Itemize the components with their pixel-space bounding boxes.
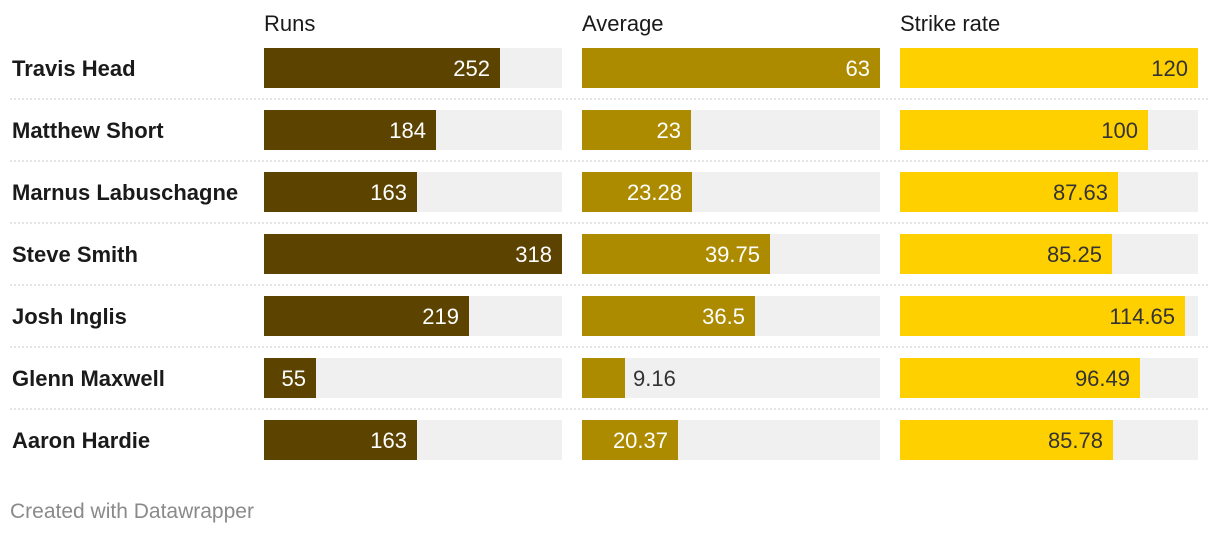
column-header-2: Strike rate	[900, 11, 1000, 36]
bar	[264, 48, 500, 88]
column-header-1: Average	[582, 11, 664, 36]
bar	[900, 48, 1198, 88]
data-label: 114.65	[1109, 304, 1175, 329]
bar	[900, 296, 1185, 336]
bar	[900, 110, 1148, 150]
bar	[264, 172, 417, 212]
data-label: 318	[515, 242, 552, 267]
data-label: 55	[282, 366, 306, 391]
data-label: 184	[389, 118, 426, 143]
bar	[264, 420, 417, 460]
credit-footer: Created with Datawrapper	[10, 500, 254, 523]
bar	[582, 358, 625, 398]
data-label: 120	[1151, 56, 1188, 81]
data-label: 100	[1101, 118, 1138, 143]
row-label: Glenn Maxwell	[12, 366, 165, 391]
data-label: 23.28	[627, 180, 682, 205]
bar	[582, 234, 770, 274]
row-label: Josh Inglis	[12, 304, 127, 329]
data-label: 252	[453, 56, 490, 81]
row-label: Steve Smith	[12, 242, 138, 267]
bar	[900, 234, 1112, 274]
data-label: 163	[370, 180, 407, 205]
bar	[582, 172, 692, 212]
data-label: 85.78	[1048, 428, 1103, 453]
row-label: Aaron Hardie	[12, 428, 150, 453]
data-label: 163	[370, 428, 407, 453]
bar	[900, 420, 1113, 460]
data-label: 63	[846, 56, 870, 81]
data-label: 87.63	[1053, 180, 1108, 205]
data-label: 85.25	[1047, 242, 1102, 267]
bar	[582, 420, 678, 460]
data-label: 39.75	[705, 242, 760, 267]
bar-chart: Runs Average Strike rate Travis Head 252 63 12…	[10, 11, 1208, 460]
row-label: Matthew Short	[12, 118, 164, 143]
bar	[264, 296, 469, 336]
data-label: 36.5	[702, 304, 745, 329]
bar	[582, 296, 755, 336]
bar	[900, 172, 1118, 212]
column-header-0: Runs	[264, 11, 315, 36]
data-label: 9.16	[633, 366, 676, 391]
data-label: 219	[422, 304, 459, 329]
bar	[582, 48, 880, 88]
data-label: 20.37	[613, 428, 668, 453]
bar	[264, 358, 316, 398]
bar-track	[582, 358, 880, 398]
bar	[900, 358, 1140, 398]
bar	[582, 110, 691, 150]
row-label: Marnus Labuschagne	[12, 180, 238, 205]
data-label: 23	[657, 118, 681, 143]
bar	[264, 110, 436, 150]
row-label: Travis Head	[12, 56, 136, 81]
bar	[264, 234, 562, 274]
data-label: 96.49	[1075, 366, 1130, 391]
